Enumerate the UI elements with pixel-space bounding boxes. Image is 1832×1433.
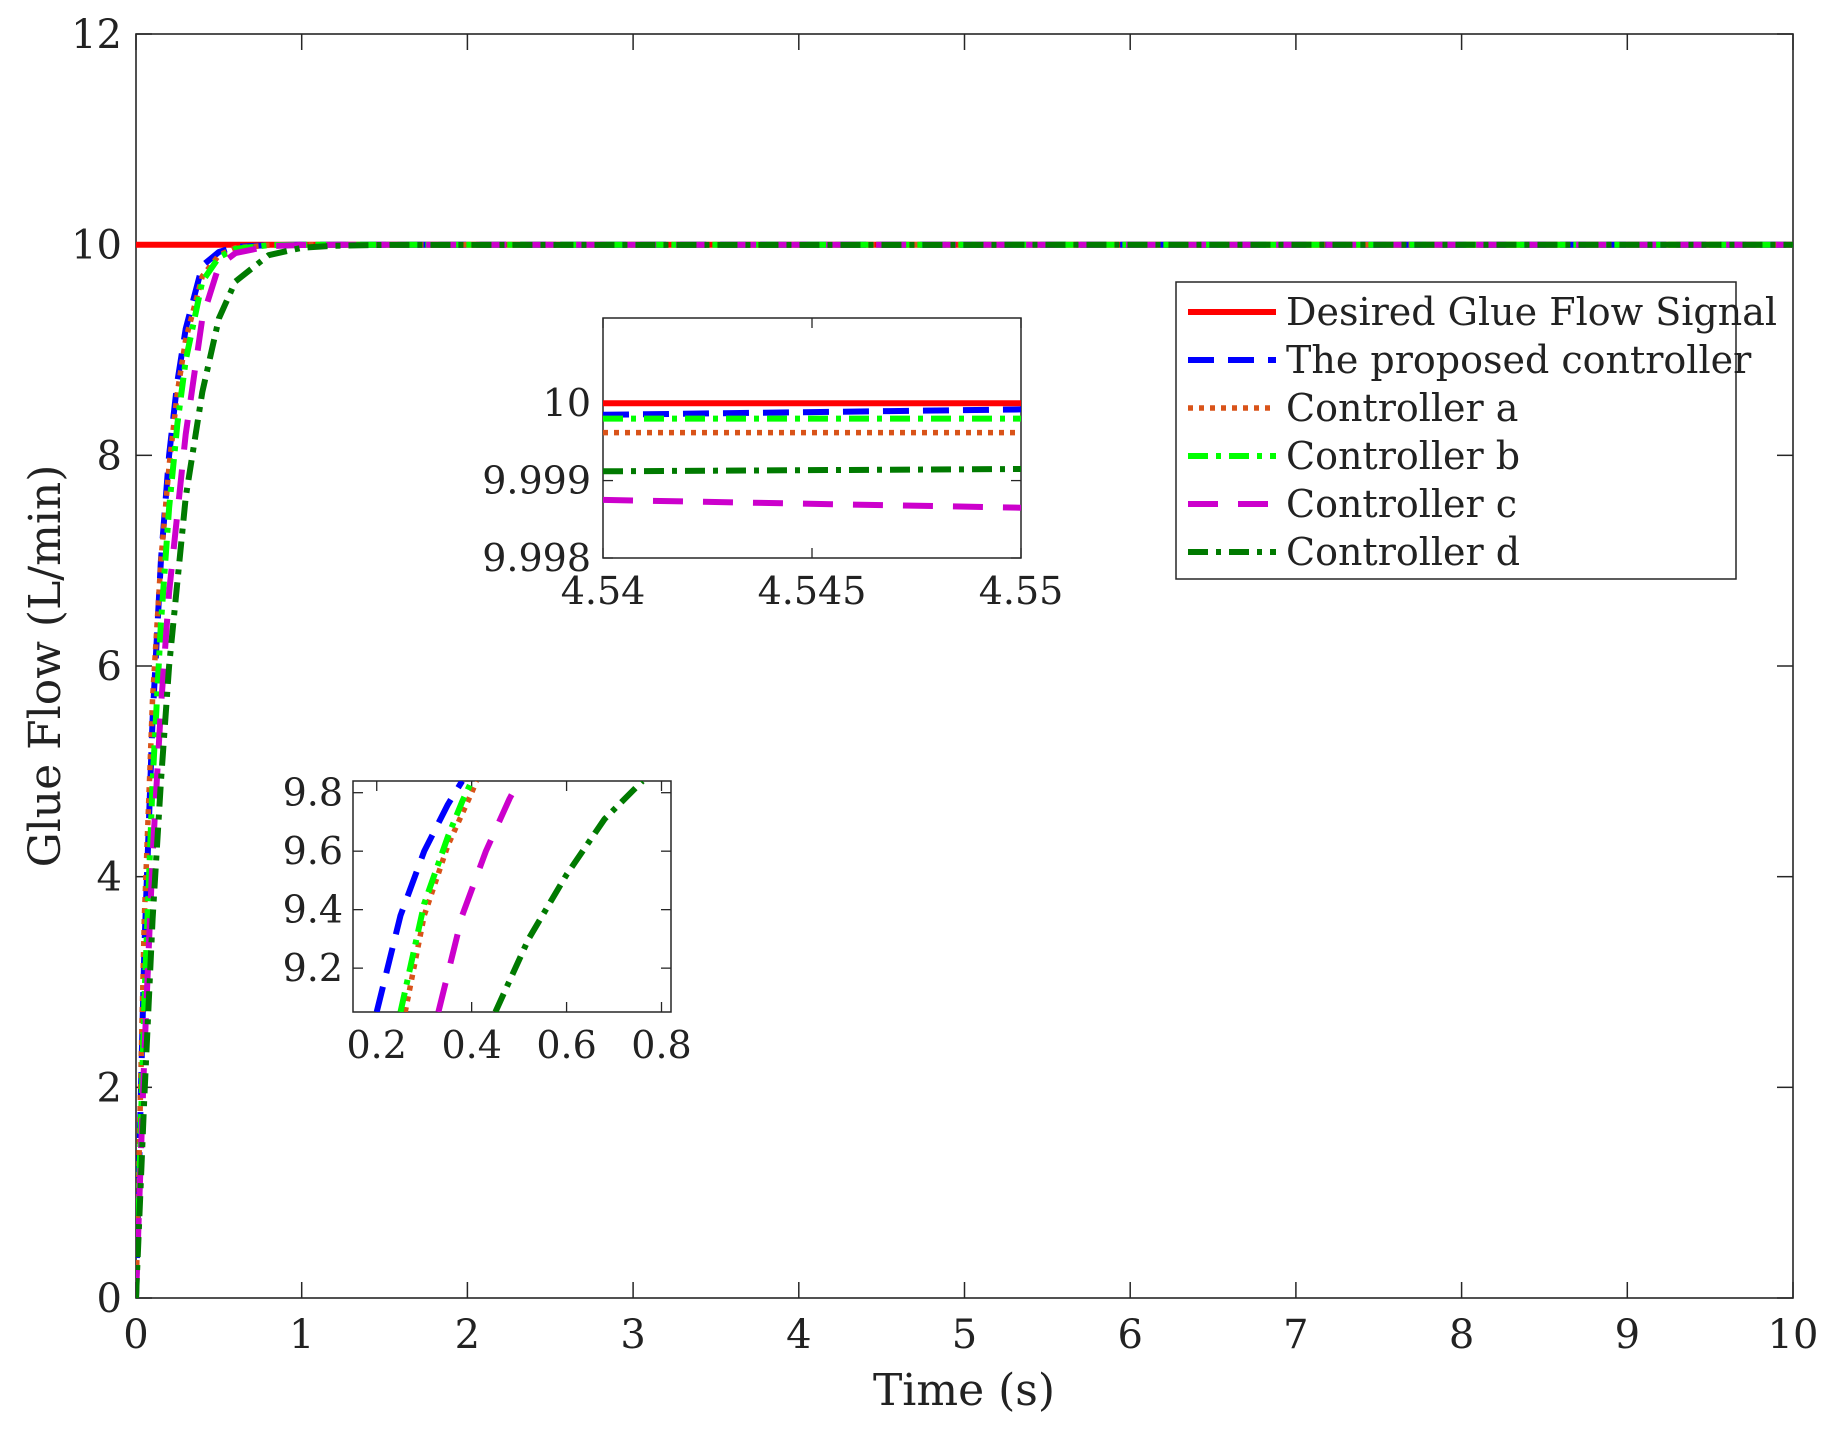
inset-b-series-line-1 [402,781,479,1012]
inset-a-y-tick-label: 10 [543,381,591,425]
main-series [136,241,1793,1298]
inset-b-series-line-4 [492,781,645,1012]
x-tick-label: 7 [1283,1312,1308,1358]
x-tick-label: 2 [455,1312,480,1358]
y-tick-label: 8 [97,433,122,479]
inset-a-series-line-5 [603,466,1021,475]
y-axis-title: Glue Flow (L/min) [20,465,71,868]
y-tick-label: 0 [97,1276,122,1322]
x-tick-label: 0 [123,1312,148,1358]
inset-b-y-tick-label: 9.6 [283,829,343,873]
inset-steady-state-ticks: 4.54 4.545 4.55 9.998 9.999 10 [482,318,1063,613]
inset-b-y-tick-label: 9.8 [283,771,343,815]
inset-b-y-tick-label: 9.2 [283,946,343,990]
x-tick-label: 1 [289,1312,314,1358]
legend-label-4: Controller c [1286,482,1517,526]
x-tick-label: 8 [1449,1312,1474,1358]
inset-a-x-tick-label: 4.54 [561,569,646,613]
y-tick-label: 2 [97,1065,122,1111]
inset-b-series-line-0 [373,781,465,1012]
x-axis-title: Time (s) [873,1365,1055,1416]
legend-box [1175,281,1737,580]
inset-b-x-tick-label: 0.6 [536,1023,596,1067]
inset-b-series-line-2 [397,781,475,1012]
inset-b-x-tick-label: 0.2 [347,1023,407,1067]
x-tick-label: 3 [620,1312,645,1358]
inset-b-x-tick-label: 0.8 [631,1023,691,1067]
inset-rise-series [373,781,645,1012]
y-tick-label: 10 [71,223,122,269]
inset-b-y-tick-label: 9.4 [283,888,343,932]
inset-a-x-tick-label: 4.545 [758,569,867,613]
inset-b-series-line-3 [435,781,522,1012]
x-tick-label: 9 [1615,1312,1640,1358]
y-tick-label: 12 [71,12,122,58]
inset-a-y-tick-label: 9.999 [482,459,591,503]
inset-a-series-line-4 [603,496,1021,511]
legend-label-5: Controller d [1286,530,1520,574]
inset-a-y-tick-label: 9.998 [482,536,591,580]
y-tick-label: 6 [97,644,122,690]
inset-b-x-tick-label: 0.4 [441,1023,501,1067]
inset-rise-frame [352,780,672,1013]
series-line-5 [136,241,1793,1298]
inset-a-x-tick-label: 4.55 [979,569,1064,613]
inset-rise-ticks: 0.2 0.4 0.6 0.8 9.2 9.4 9.6 9.8 [283,771,692,1067]
legend-label-0: Desired Glue Flow Signal [1286,290,1777,334]
legend-label-2: Controller a [1286,386,1518,430]
legend-label-3: Controller b [1286,434,1520,478]
x-tick-label: 10 [1768,1312,1819,1358]
inset-a-series-line-1 [603,406,1021,418]
main-plot-area [135,33,1794,1299]
inset-steady-state-series [603,400,1021,511]
y-tick-label: 4 [97,855,122,901]
x-tick-label: 4 [786,1312,811,1358]
x-tick-label: 6 [1117,1312,1142,1358]
legend-label-1: The proposed controller [1286,338,1752,382]
series-line-2 [136,241,1793,1298]
inset-steady-state-frame [602,317,1022,559]
x-tick-label: 5 [952,1312,977,1358]
series-line-4 [136,241,1793,1298]
